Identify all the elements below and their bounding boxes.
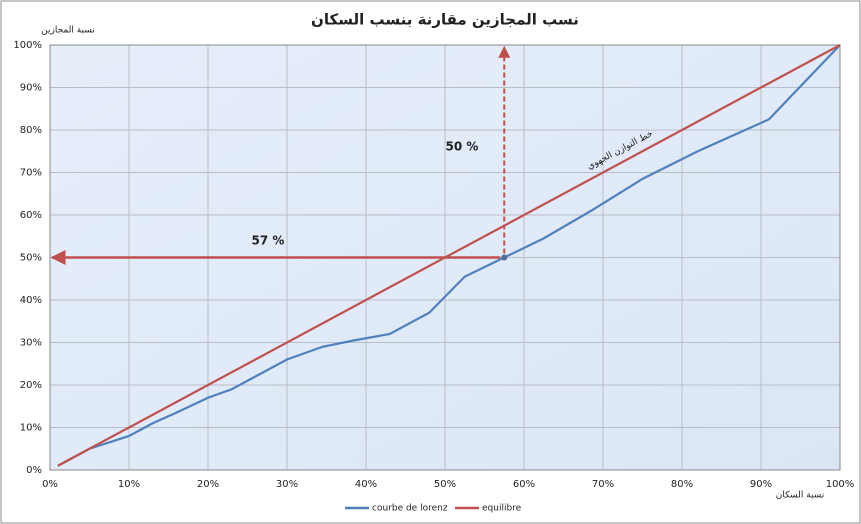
legend-label: courbe de lorenz [372,504,448,514]
x-tick-label: 80% [671,479,693,490]
x-tick-label: 20% [197,479,219,490]
y-tick-label: 60% [20,210,42,221]
y-tick-label: 70% [20,168,42,179]
series-line [57,44,841,467]
plot-border [49,44,841,471]
y-tick-label: 0% [26,465,42,476]
annotation: 57 % [252,234,285,248]
y-tick-label: 30% [20,338,42,349]
y-tick-label: 20% [20,380,42,391]
x-tick-label: 10% [118,479,140,490]
x-tick-label: 40% [355,479,377,490]
y-tick-label: 80% [20,125,42,136]
y-tick-label: 90% [20,83,42,94]
legend-label: equilibre [482,504,522,514]
y-tick-label: 50% [20,253,42,264]
x-tick-label: 70% [592,479,614,490]
x-tick-label: 30% [276,479,298,490]
y-axis-label: نسبة المجازين [41,26,95,36]
x-tick-label: 60% [513,479,535,490]
annotation: 50 % [446,140,479,154]
x-tick-label: 0% [42,479,58,490]
point-marker [501,254,508,261]
x-tick-label: 50% [434,479,456,490]
y-tick-label: 40% [20,295,42,306]
y-tick-label: 100% [13,40,42,51]
chart-title: نسب المجازين مقارنة بنسب السكان [311,11,579,29]
series-line [57,44,841,467]
x-tick-label: 100% [826,479,855,490]
y-tick-label: 10% [20,423,42,434]
x-axis-label: نسبة السكان [776,491,825,501]
x-tick-label: 90% [750,479,772,490]
